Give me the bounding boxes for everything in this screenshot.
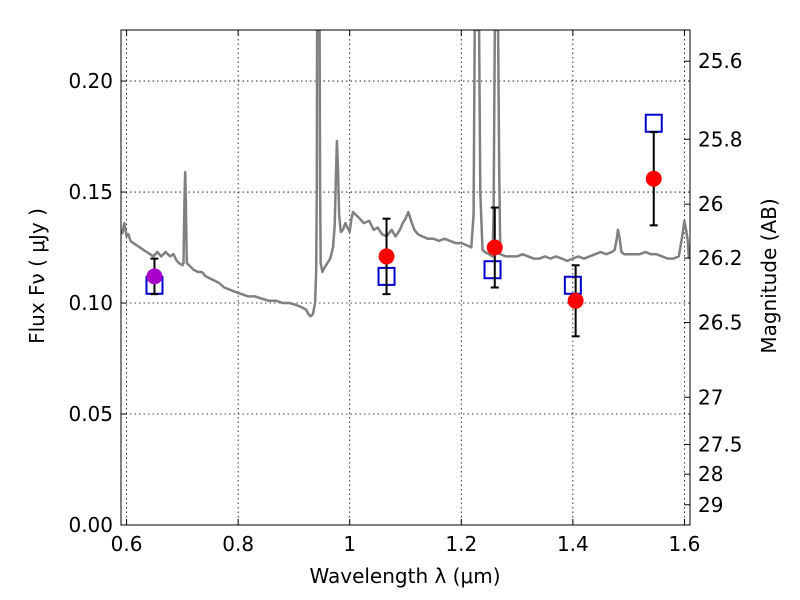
y-axis-label: Flux Fν ( μJy )	[25, 208, 49, 344]
y-tick-label: 0.05	[68, 402, 113, 426]
magnitude-axis: 25.6 25.8 26 26.2 26.5 27 27.5 28 29	[684, 49, 743, 517]
model-photometry-square	[644, 113, 663, 133]
magnitude-tick-label: 26.5	[698, 311, 743, 335]
plot-area	[121, 30, 690, 338]
x-tick-label: 1.6	[669, 532, 701, 556]
x-tick-label: 0.8	[222, 532, 254, 556]
magnitude-tick-label: 29	[698, 493, 723, 517]
magnitude-tick-label: 25.8	[698, 127, 743, 151]
x-tick-label: 1.4	[557, 532, 589, 556]
y-tick-label: 0.20	[68, 69, 113, 93]
magnitude-tick-label: 28	[698, 462, 723, 486]
magnitude-tick-label: 25.6	[698, 49, 743, 73]
y-tick-label: 0.10	[68, 291, 113, 315]
observed-photometry-point	[378, 248, 395, 265]
observed-photometry-point	[567, 292, 584, 309]
y-tick-label: 0.00	[68, 513, 113, 537]
y-axis: 0.00 0.05 0.10 0.15 0.20	[68, 69, 127, 537]
magnitude-tick-label: 27.5	[698, 432, 743, 456]
observed-photometry-point	[486, 239, 503, 256]
y-tick-label: 0.15	[68, 180, 113, 204]
x-axis: 0.6 0.8 1 1.2 1.4 1.6	[111, 30, 701, 556]
observed-photometry-point	[645, 170, 662, 187]
model-photometry-square	[483, 260, 502, 280]
magnitude-tick-label: 26.2	[698, 246, 743, 270]
x-tick-label: 1	[343, 532, 356, 556]
x-tick-label: 0.6	[111, 532, 143, 556]
x-tick-label: 1.2	[445, 532, 477, 556]
magnitude-tick-label: 27	[698, 385, 723, 409]
magnitude-tick-label: 26	[698, 192, 723, 216]
plot-frame	[120, 29, 691, 526]
x-axis-label: Wavelength λ (μm)	[309, 564, 500, 588]
right-axis-label: Magnitude (AB)	[757, 198, 781, 353]
model-spectrum-line	[121, 30, 690, 318]
observed-photometry-point	[146, 268, 163, 285]
